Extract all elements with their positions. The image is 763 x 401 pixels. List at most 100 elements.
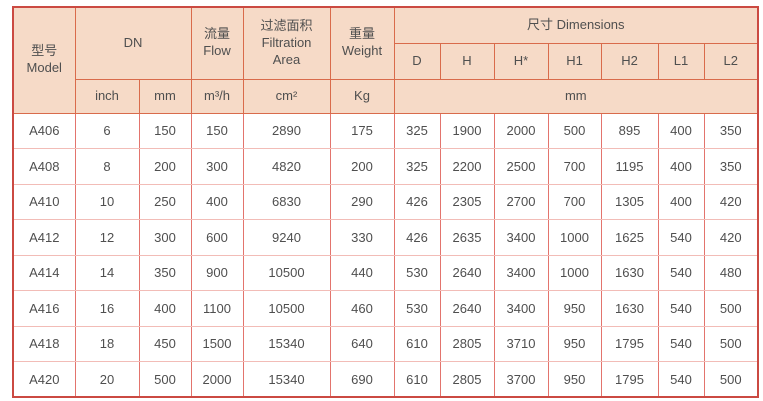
cell-flow: 150 [190, 112, 244, 149]
cell-dn-inch: 14 [74, 254, 140, 291]
cell-dn-mm: 200 [138, 148, 192, 185]
cell-model: A416 [12, 290, 76, 327]
cell-dim-h2: 1630 [600, 290, 659, 327]
unit-dn-mm: mm [138, 78, 192, 114]
cell-weight: 690 [329, 361, 395, 398]
cell-dim-l1: 400 [657, 112, 705, 149]
cell-model: A418 [12, 325, 76, 362]
cell-filtration-area: 6830 [242, 183, 331, 220]
cell-dim-h1: 1000 [547, 254, 602, 291]
cell-dn-inch: 18 [74, 325, 140, 362]
cell-filtration-area: 15340 [242, 325, 331, 362]
table-row: A410 10 250 400 6830 290 426 2305 2700 7… [12, 183, 759, 220]
cell-dim-d: 325 [393, 148, 441, 185]
cell-dim-d: 610 [393, 325, 441, 362]
cell-flow: 400 [190, 183, 244, 220]
cell-filtration-area: 2890 [242, 112, 331, 149]
cell-dim-h1: 950 [547, 361, 602, 398]
cell-filtration-area: 15340 [242, 361, 331, 398]
cell-dim-h2: 1195 [600, 148, 659, 185]
cell-dn-mm: 250 [138, 183, 192, 220]
header-dim-l2: L2 [703, 42, 759, 80]
table-row: A408 8 200 300 4820 200 325 2200 2500 70… [12, 148, 759, 185]
cell-dim-l2: 500 [703, 361, 759, 398]
cell-flow: 2000 [190, 361, 244, 398]
cell-dn-inch: 20 [74, 361, 140, 398]
cell-dim-hstar: 2500 [493, 148, 549, 185]
cell-dn-mm: 350 [138, 254, 192, 291]
cell-dim-d: 426 [393, 183, 441, 220]
table-row: A412 12 300 600 9240 330 426 2635 3400 1… [12, 219, 759, 256]
header-weight-zh: 重量 [348, 26, 375, 42]
cell-dim-h1: 700 [547, 148, 602, 185]
header-dim-d: D [393, 42, 441, 80]
cell-dim-l1: 540 [657, 361, 705, 398]
cell-dn-inch: 8 [74, 148, 140, 185]
header-model-zh: 型号 [31, 43, 58, 59]
table-row: A406 6 150 150 2890 175 325 1900 2000 50… [12, 112, 759, 149]
cell-dim-hstar: 3710 [493, 325, 549, 362]
cell-dim-h: 2635 [439, 219, 495, 256]
header-dim-hstar: H* [493, 42, 549, 80]
unit-flow: m³/h [190, 78, 244, 114]
cell-weight: 200 [329, 148, 395, 185]
cell-dim-l1: 540 [657, 254, 705, 291]
unit-dimensions-mm: mm [393, 78, 759, 114]
header-model-en: Model [26, 60, 62, 76]
cell-dim-h2: 895 [600, 112, 659, 149]
cell-dn-inch: 12 [74, 219, 140, 256]
cell-dim-hstar: 3700 [493, 361, 549, 398]
cell-dim-h1: 700 [547, 183, 602, 220]
cell-dim-d: 325 [393, 112, 441, 149]
cell-dim-h2: 1795 [600, 361, 659, 398]
cell-dim-h1: 950 [547, 290, 602, 327]
cell-dn-mm: 500 [138, 361, 192, 398]
cell-filtration-area: 4820 [242, 148, 331, 185]
cell-dim-h: 2305 [439, 183, 495, 220]
cell-flow: 1500 [190, 325, 244, 362]
cell-dim-l1: 540 [657, 219, 705, 256]
cell-dim-hstar: 3400 [493, 290, 549, 327]
table-row: A416 16 400 1100 10500 460 530 2640 3400… [12, 290, 759, 327]
cell-dim-hstar: 2000 [493, 112, 549, 149]
header-weight-en: Weight [341, 43, 383, 59]
table-row: A420 20 500 2000 15340 690 610 2805 3700… [12, 361, 759, 398]
cell-weight: 290 [329, 183, 395, 220]
header-flow-zh: 流量 [203, 26, 230, 42]
cell-dim-h2: 1795 [600, 325, 659, 362]
table-row: A414 14 350 900 10500 440 530 2640 3400 … [12, 254, 759, 291]
cell-weight: 440 [329, 254, 395, 291]
cell-dim-h2: 1630 [600, 254, 659, 291]
cell-dn-inch: 16 [74, 290, 140, 327]
cell-dim-hstar: 3400 [493, 254, 549, 291]
cell-dim-l1: 540 [657, 325, 705, 362]
header-filtration-en1: Filtration [261, 34, 312, 50]
header-filtration-area: 过滤面积 Filtration Area [242, 6, 331, 80]
cell-dim-l1: 540 [657, 290, 705, 327]
header-filtration-en2: Area [272, 51, 301, 67]
cell-filtration-area: 10500 [242, 290, 331, 327]
cell-dn-inch: 6 [74, 112, 140, 149]
table-row: A418 18 450 1500 15340 640 610 2805 3710… [12, 325, 759, 362]
cell-flow: 600 [190, 219, 244, 256]
cell-dim-h: 1900 [439, 112, 495, 149]
unit-area: cm² [242, 78, 331, 114]
cell-model: A410 [12, 183, 76, 220]
cell-dim-l2: 500 [703, 325, 759, 362]
cell-weight: 175 [329, 112, 395, 149]
cell-dim-hstar: 2700 [493, 183, 549, 220]
cell-dim-h1: 500 [547, 112, 602, 149]
header-row-2: D H H* H1 H2 L1 L2 [13, 42, 759, 80]
cell-dim-d: 530 [393, 290, 441, 327]
cell-dim-h1: 1000 [547, 219, 602, 256]
cell-dim-l1: 400 [657, 148, 705, 185]
header-dim-h2: H2 [600, 42, 659, 80]
cell-dim-h2: 1305 [600, 183, 659, 220]
cell-dim-h: 2640 [439, 290, 495, 327]
cell-dim-d: 530 [393, 254, 441, 291]
cell-dim-l2: 420 [703, 183, 759, 220]
cell-dim-h1: 950 [547, 325, 602, 362]
header-dn: DN [74, 6, 192, 80]
cell-model: A420 [12, 361, 76, 398]
cell-model: A406 [12, 112, 76, 149]
